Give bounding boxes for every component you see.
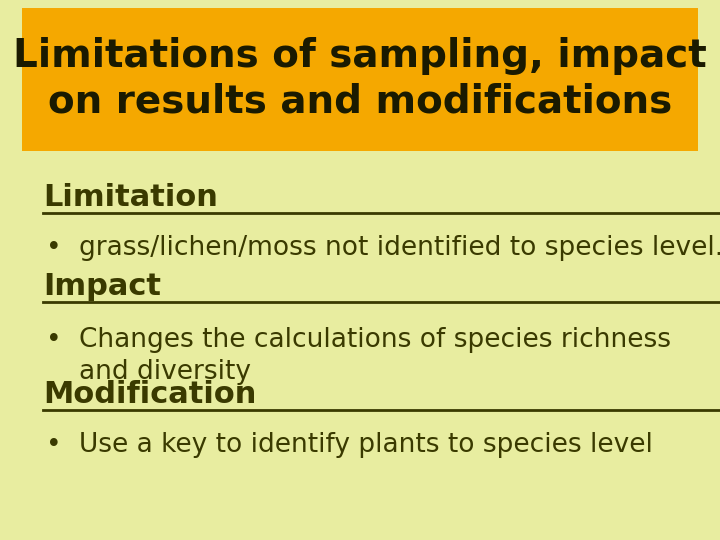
Text: Impact: Impact <box>43 272 161 301</box>
Text: Changes the calculations of species richness
and diversity: Changes the calculations of species rich… <box>79 327 671 384</box>
Text: •: • <box>46 235 62 261</box>
FancyBboxPatch shape <box>22 8 698 151</box>
Text: Limitations of sampling, impact
on results and modifications: Limitations of sampling, impact on resul… <box>13 37 707 120</box>
Text: •: • <box>46 432 62 458</box>
Text: Use a key to identify plants to species level: Use a key to identify plants to species … <box>79 432 653 458</box>
Text: Limitation: Limitation <box>43 183 218 212</box>
Text: •: • <box>46 327 62 353</box>
Text: Modification: Modification <box>43 380 256 409</box>
Text: grass/lichen/moss not identified to species level.: grass/lichen/moss not identified to spec… <box>79 235 720 261</box>
